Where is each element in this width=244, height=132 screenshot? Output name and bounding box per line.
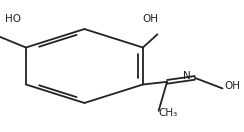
Text: OH: OH — [142, 14, 158, 24]
Text: CH₃: CH₃ — [158, 108, 177, 118]
Text: OH: OH — [224, 81, 240, 91]
Text: N: N — [183, 71, 191, 81]
Text: HO: HO — [5, 14, 21, 24]
